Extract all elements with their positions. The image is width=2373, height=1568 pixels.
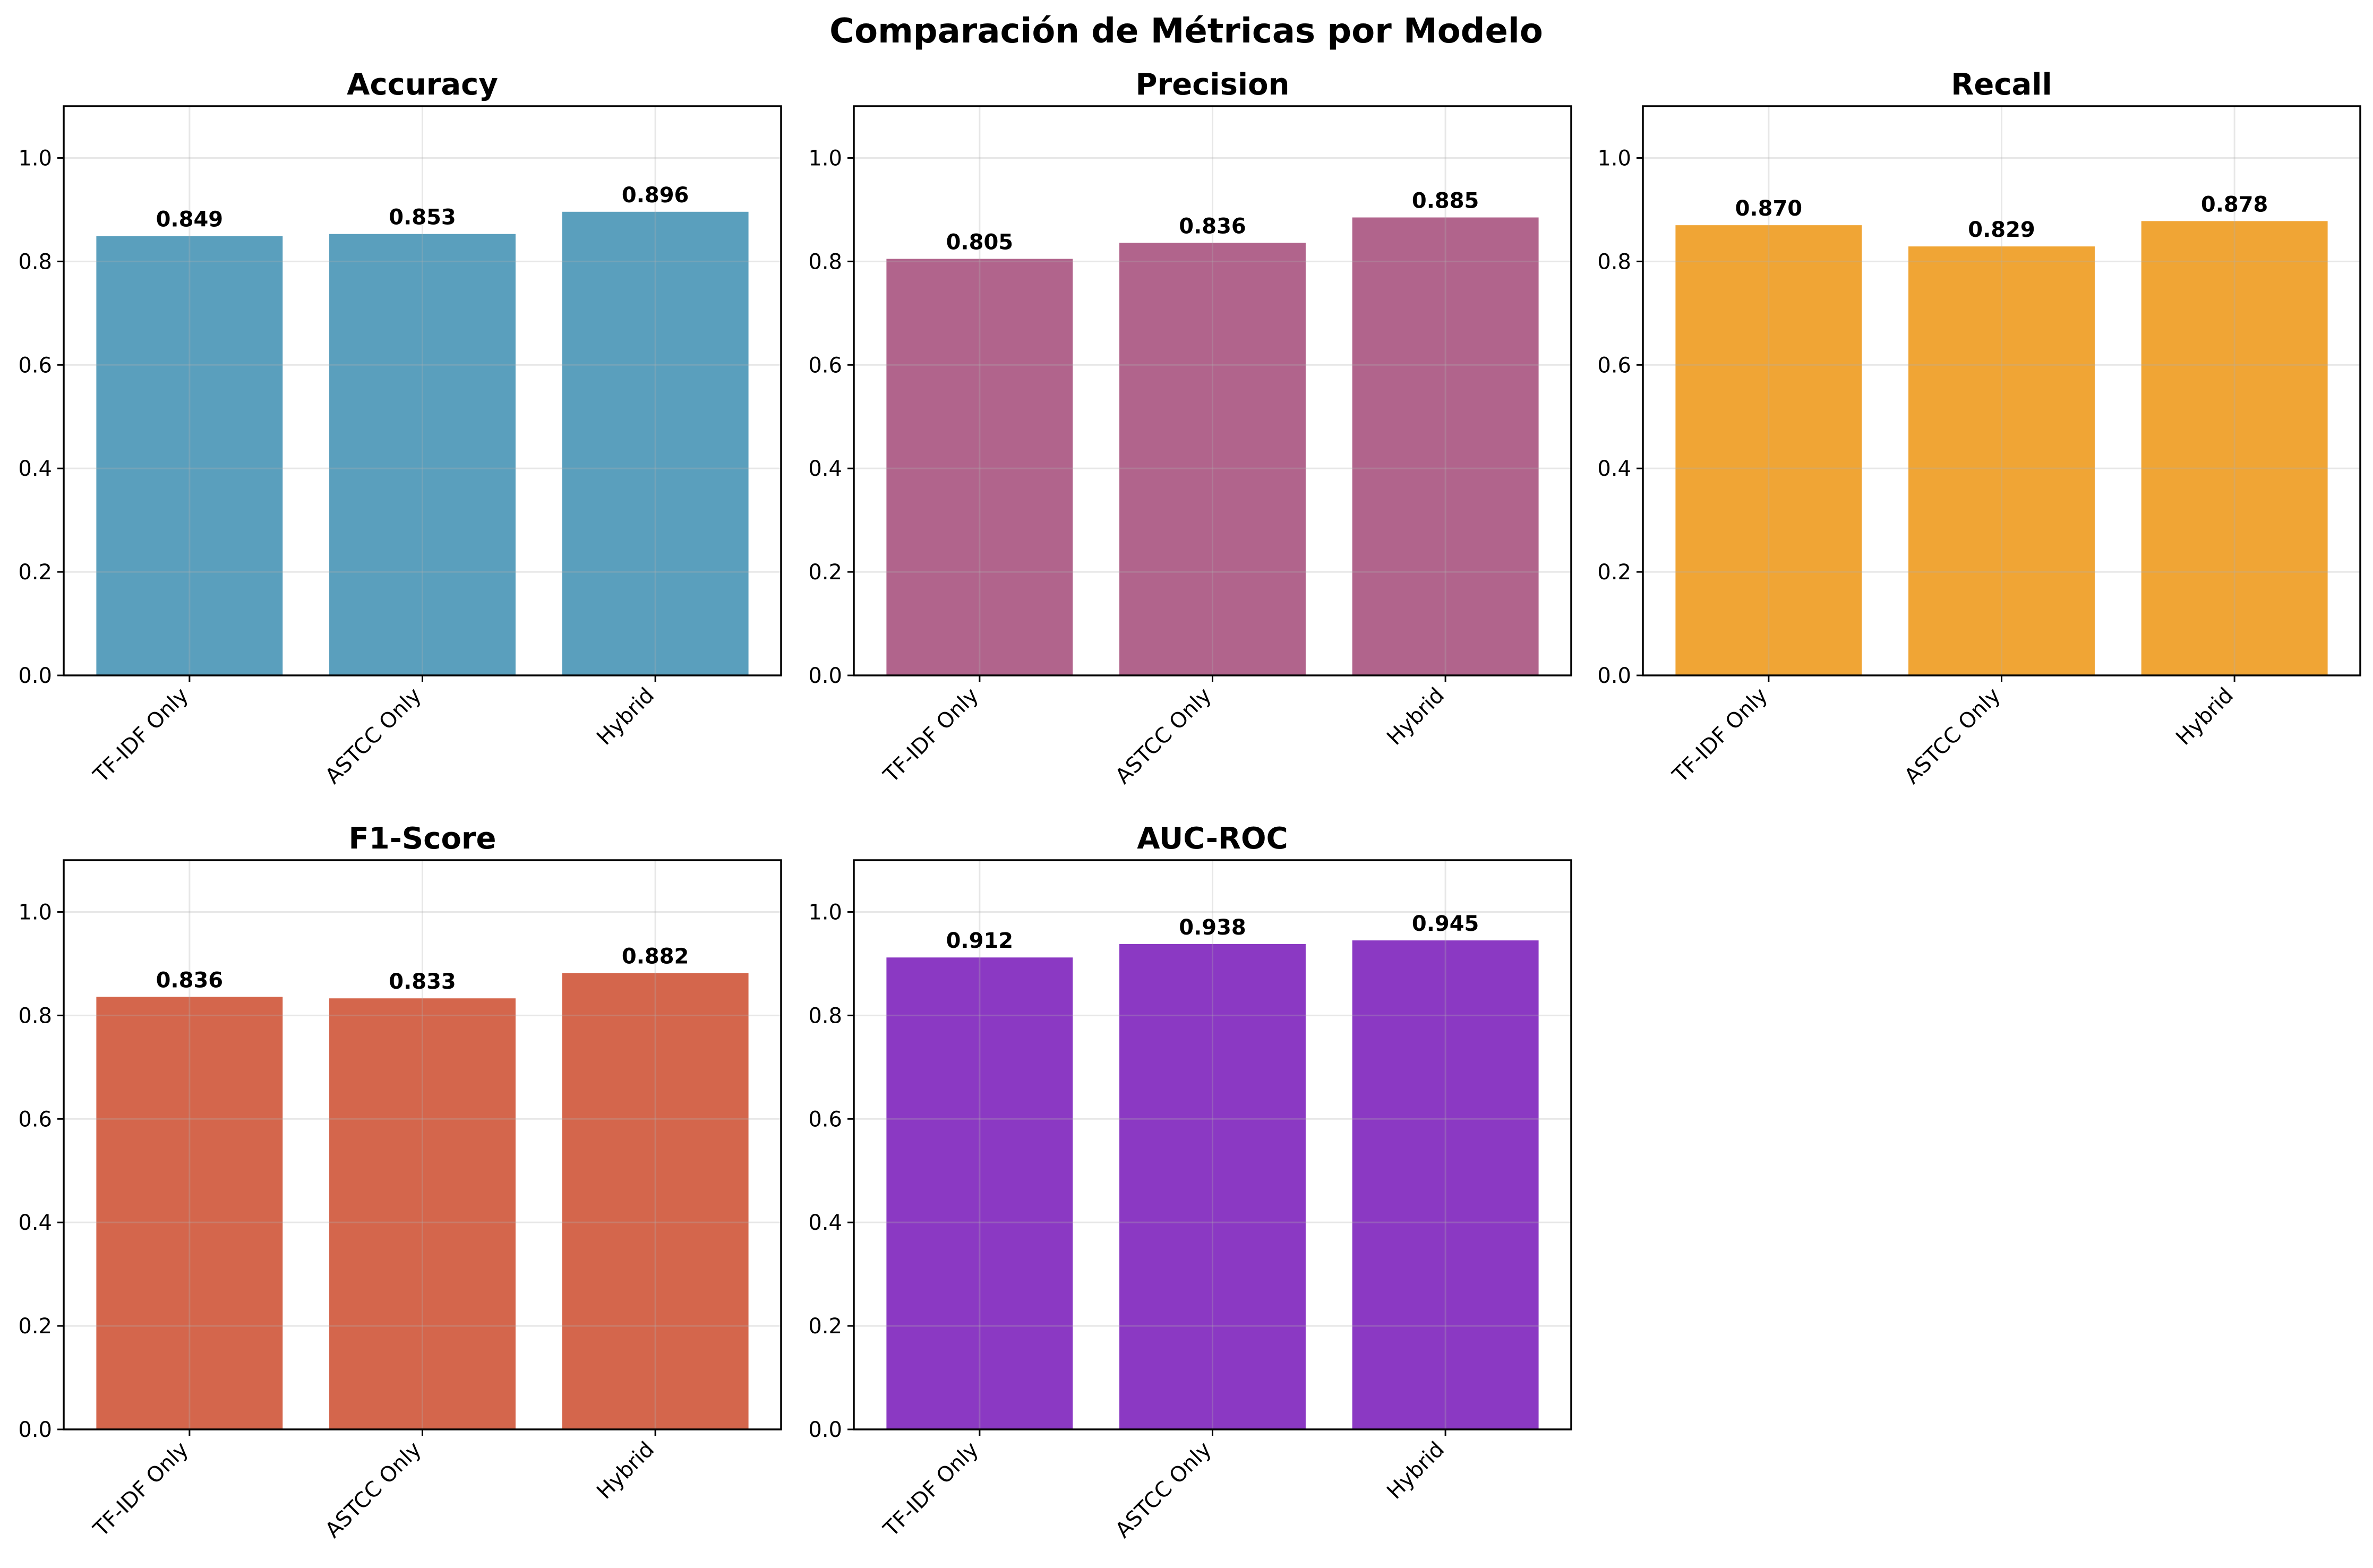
x-tick-label: ASTCC Only	[1111, 1437, 1217, 1543]
bar-astcc-only	[1908, 246, 2095, 675]
y-tick-label: 0.2	[18, 560, 52, 585]
y-tick-label: 0.0	[18, 1418, 52, 1442]
value-label: 0.870	[1735, 196, 1803, 221]
y-tick-label: 0.2	[1597, 560, 1631, 585]
y-tick-label: 1.0	[808, 146, 842, 170]
x-tick-label: Hybrid	[592, 1437, 659, 1504]
subplot-accuracy: Accuracy 0.0 0.2 0.4 0.6 0.8 1.0 TF-IDF Only AST…	[18, 67, 782, 789]
bar-astcc-only	[329, 998, 516, 1429]
x-tick-label: Hybrid	[1382, 1437, 1449, 1504]
plot-frame	[63, 859, 782, 1430]
y-tick-label: 0.0	[808, 1418, 842, 1442]
y-tick-label: 0.0	[1597, 664, 1631, 688]
value-label: 0.945	[1412, 912, 1479, 936]
value-label: 0.885	[1412, 189, 1479, 213]
value-label: 0.849	[156, 208, 224, 232]
y-tick-label: 0.2	[808, 1314, 842, 1339]
y-tick-label: 0.4	[1597, 457, 1631, 481]
subplot-f1-score: F1-Score 0.0 0.2 0.4 0.6 0.8 1.0 TF-IDF Only AST…	[18, 821, 782, 1543]
bar-tf-idf-only	[96, 997, 283, 1429]
y-tick-label: 0.6	[1597, 353, 1631, 378]
bar-tf-idf-only	[1675, 225, 1862, 675]
bar-hybrid	[562, 211, 749, 676]
x-tick-label: ASTCC Only	[321, 683, 426, 789]
bar-hybrid	[2141, 221, 2328, 675]
x-tick-label: TF-IDF Only	[89, 683, 193, 788]
y-tick-label: 0.4	[18, 1211, 52, 1235]
x-tick-label: TF-IDF Only	[1668, 683, 1772, 788]
value-label: 0.878	[2201, 192, 2268, 217]
x-tick-label: ASTCC Only	[1111, 683, 1217, 789]
x-tick-label: Hybrid	[592, 683, 659, 750]
value-label: 0.829	[1968, 218, 2035, 242]
y-tick-label: 1.0	[808, 900, 842, 924]
y-tick-label: 0.0	[808, 664, 842, 688]
subplot-title: Recall	[1951, 67, 2052, 102]
x-tick-label: ASTCC Only	[1900, 683, 2006, 789]
plot-frame	[853, 859, 1572, 1430]
value-label: 0.836	[1179, 214, 1246, 238]
y-tick-label: 0.4	[808, 457, 842, 481]
subplot-title: Accuracy	[347, 67, 498, 102]
y-tick-label: 0.2	[18, 1314, 52, 1339]
bar-astcc-only	[329, 234, 516, 675]
value-label: 0.938	[1179, 915, 1246, 940]
y-tick-label: 1.0	[1597, 146, 1631, 170]
x-tick-label: TF-IDF Only	[89, 1437, 193, 1542]
subplot-precision: Precision 0.0 0.2 0.4 0.6 0.8 1.0 TF-IDF Only AS…	[808, 67, 1572, 789]
subplot-title: Precision	[1136, 67, 1290, 102]
bar-tf-idf-only	[886, 957, 1073, 1429]
subplot-recall: Recall 0.0 0.2 0.4 0.6 0.8 1.0 TF-IDF Only ASTCC…	[1597, 67, 2361, 789]
y-tick-label: 0.2	[808, 560, 842, 585]
bar-hybrid	[562, 973, 749, 1429]
value-label: 0.896	[622, 183, 689, 208]
bar-tf-idf-only	[96, 236, 283, 675]
x-tick-label: Hybrid	[1382, 683, 1449, 750]
subplot-auc-roc: AUC-ROC 0.0 0.2 0.4 0.6 0.8 1.0 TF-IDF Only ASTC…	[808, 821, 1572, 1543]
y-tick-label: 1.0	[18, 900, 52, 924]
figure-title: Comparación de Métricas por Modelo	[829, 12, 1543, 51]
subplot-title: F1-Score	[348, 821, 496, 856]
subplots: Accuracy 0.0 0.2 0.4 0.6 0.8 1.0 TF-IDF Only AST…	[18, 67, 2361, 1543]
y-tick-label: 0.8	[18, 1004, 52, 1028]
y-tick-label: 0.4	[18, 457, 52, 481]
y-tick-label: 0.6	[18, 1107, 52, 1132]
y-tick-label: 0.6	[808, 353, 842, 378]
y-tick-label: 0.8	[1597, 250, 1631, 274]
bar-hybrid	[1352, 217, 1539, 675]
subplot-title: AUC-ROC	[1137, 821, 1288, 856]
x-tick-label: TF-IDF Only	[879, 1437, 983, 1542]
y-tick-label: 0.8	[18, 250, 52, 274]
y-tick-label: 0.6	[18, 353, 52, 378]
value-label: 0.836	[156, 968, 224, 992]
value-label: 0.912	[946, 929, 1014, 953]
y-tick-label: 0.6	[808, 1107, 842, 1132]
x-tick-label: ASTCC Only	[321, 1437, 426, 1543]
plot-frame	[1642, 105, 2361, 676]
y-tick-label: 0.8	[808, 250, 842, 274]
value-label: 0.882	[622, 944, 689, 969]
value-label: 0.805	[946, 230, 1014, 254]
y-tick-label: 0.0	[18, 664, 52, 688]
y-tick-label: 1.0	[18, 146, 52, 170]
bar-tf-idf-only	[886, 259, 1073, 675]
plot-frame	[63, 105, 782, 676]
y-tick-label: 0.4	[808, 1211, 842, 1235]
bar-hybrid	[1352, 940, 1539, 1429]
bar-astcc-only	[1119, 944, 1306, 1429]
plot-frame	[853, 105, 1572, 676]
x-tick-label: Hybrid	[2171, 683, 2238, 750]
bar-astcc-only	[1119, 243, 1306, 675]
value-label: 0.853	[389, 205, 456, 230]
x-tick-label: TF-IDF Only	[879, 683, 983, 788]
y-tick-label: 0.8	[808, 1004, 842, 1028]
value-label: 0.833	[389, 970, 456, 994]
